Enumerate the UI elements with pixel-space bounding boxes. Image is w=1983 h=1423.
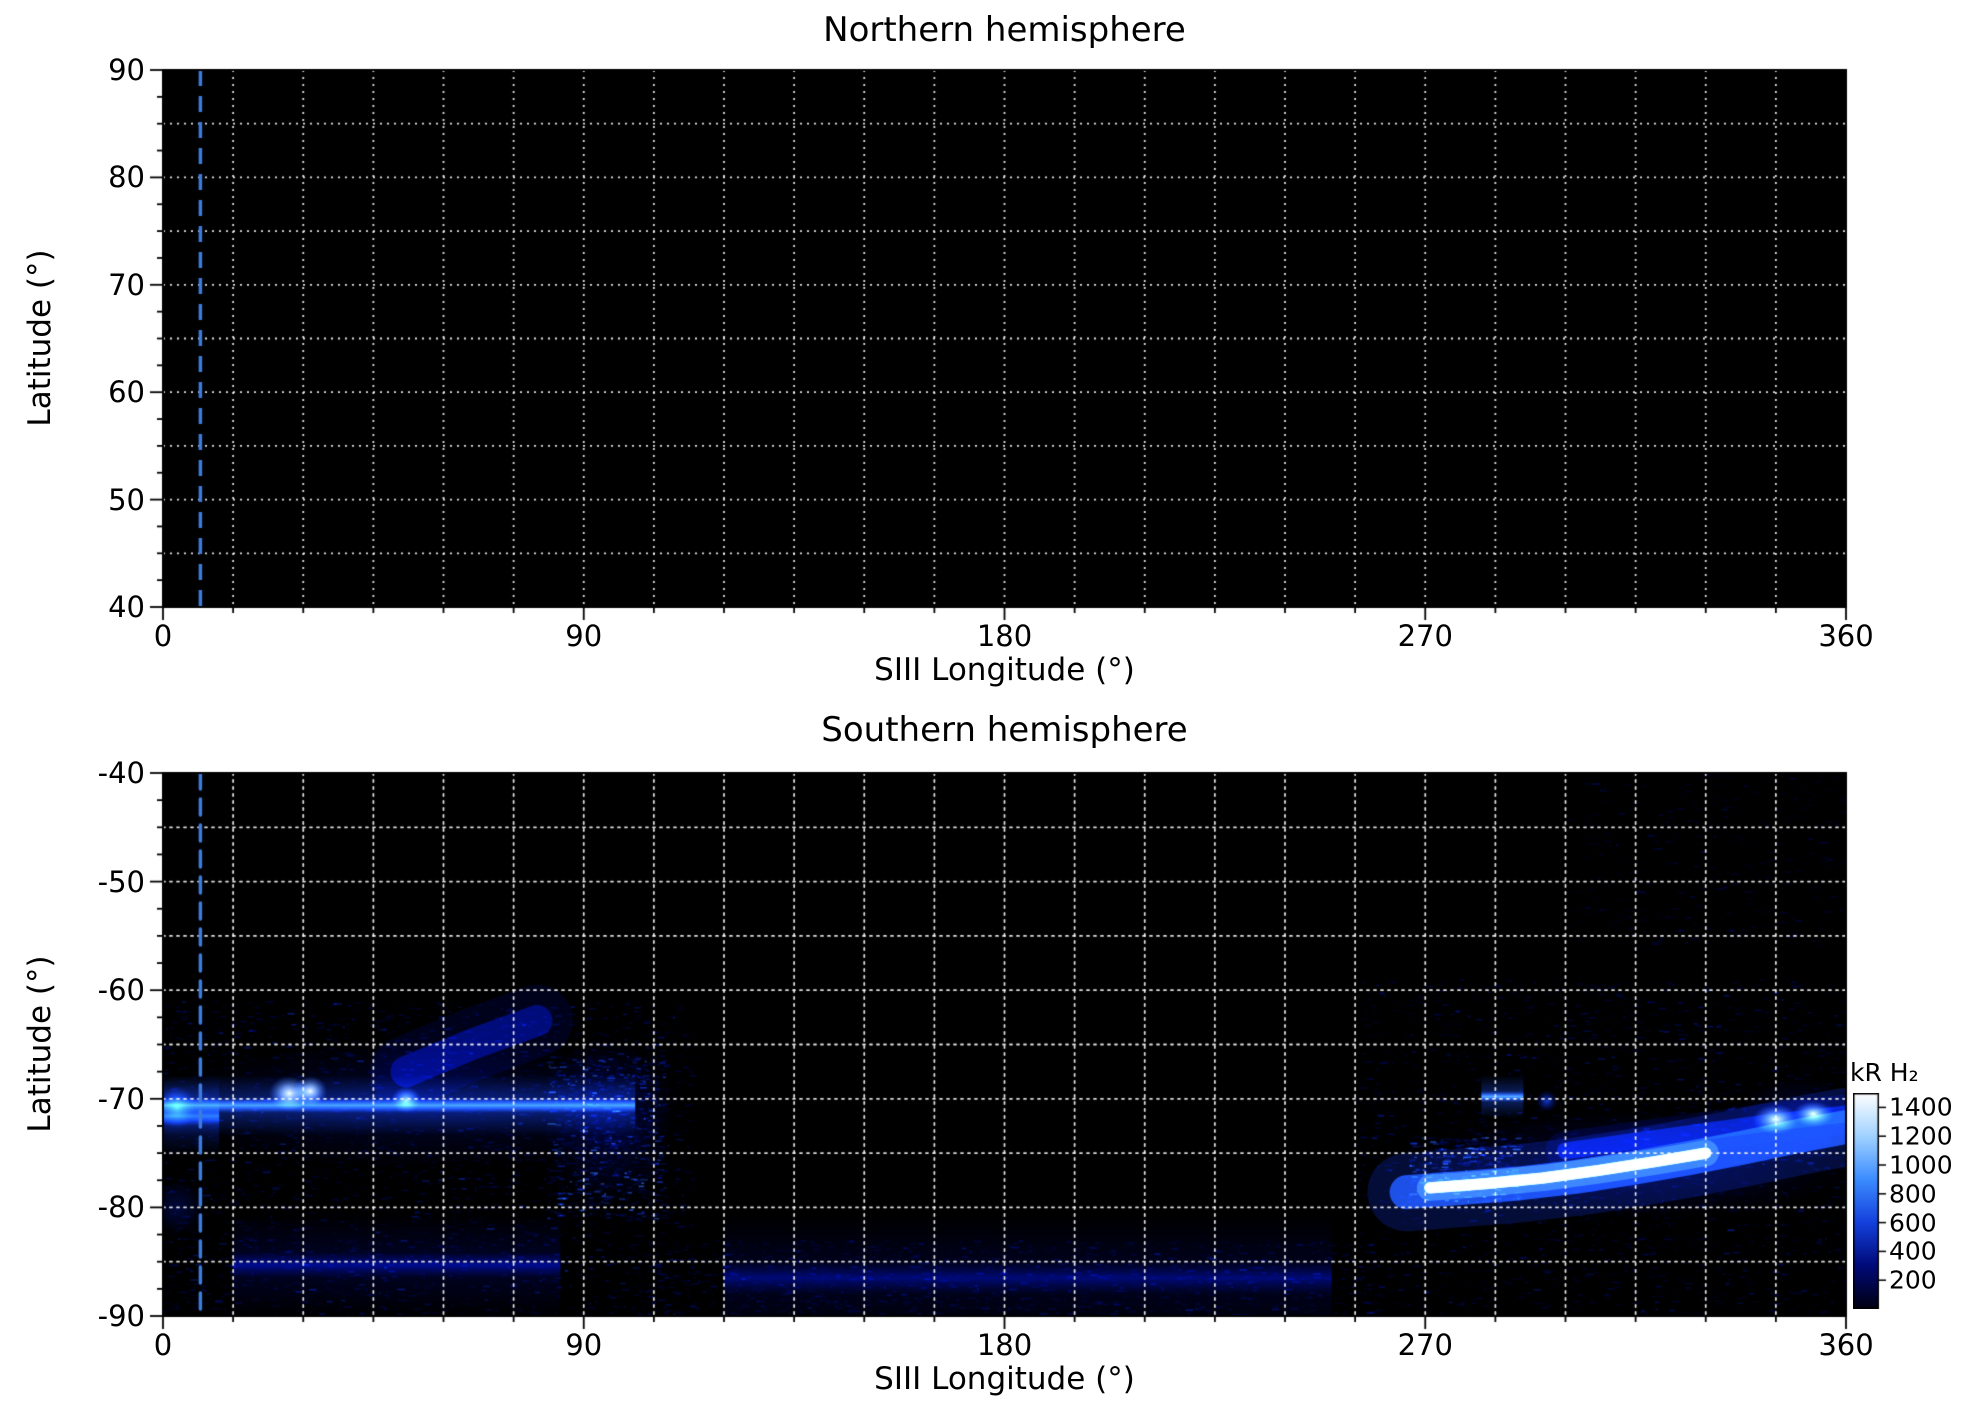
south-y-tick-label: -90	[97, 1299, 145, 1333]
colorbar-tick-label: 200	[1889, 1265, 1937, 1295]
north-xlabel: SIII Longitude (°)	[874, 652, 1135, 688]
south-y-tick-label: -40	[97, 756, 145, 790]
colorbar-label: kR H₂	[1850, 1058, 1919, 1087]
colorbar-tick-label: 600	[1889, 1208, 1937, 1238]
north-y-tick-label: 50	[108, 482, 145, 517]
north-x-tick-label: 0	[153, 619, 173, 653]
south-y-tick-label: -60	[97, 973, 145, 1008]
colorbar-tick-label: 1200	[1889, 1121, 1953, 1151]
colorbar-tick-label: 800	[1889, 1179, 1937, 1209]
colorbar-tick-label: 1000	[1889, 1150, 1953, 1180]
colorbar-canvas	[1853, 1093, 1893, 1309]
south-y-tick-label: -80	[97, 1190, 145, 1225]
south-y-tick-label: -70	[97, 1081, 145, 1116]
south-x-tick-label: 270	[1397, 1328, 1453, 1362]
south-ylabel: Latitude (°)	[22, 955, 58, 1133]
north-chart-canvas	[145, 52, 1864, 625]
north-x-tick-label: 270	[1397, 619, 1453, 653]
north-ylabel: Latitude (°)	[22, 249, 58, 427]
south-x-tick-label: 0	[153, 1328, 173, 1362]
north-y-tick-label: 90	[108, 53, 145, 87]
north-x-tick-label: 90	[565, 619, 603, 653]
colorbar-tick-label: 1400	[1889, 1092, 1953, 1122]
north-chart-title: Northern hemisphere	[823, 10, 1186, 50]
north-x-tick-label: 180	[976, 619, 1033, 653]
south-chart-title: Southern hemisphere	[821, 710, 1188, 750]
north-y-tick-label: 70	[108, 267, 145, 302]
south-chart-canvas	[145, 755, 1864, 1334]
colorbar-tick-label: 400	[1889, 1236, 1937, 1266]
south-x-tick-label: 360	[1818, 1328, 1874, 1362]
south-y-tick-label: -50	[97, 864, 145, 899]
north-x-tick-label: 360	[1818, 619, 1874, 653]
north-y-tick-label: 80	[108, 160, 145, 195]
south-xlabel: SIII Longitude (°)	[874, 1361, 1135, 1397]
south-x-tick-label: 180	[976, 1328, 1033, 1362]
south-x-tick-label: 90	[565, 1328, 603, 1362]
north-y-tick-label: 40	[108, 590, 145, 624]
north-y-tick-label: 60	[108, 375, 145, 410]
